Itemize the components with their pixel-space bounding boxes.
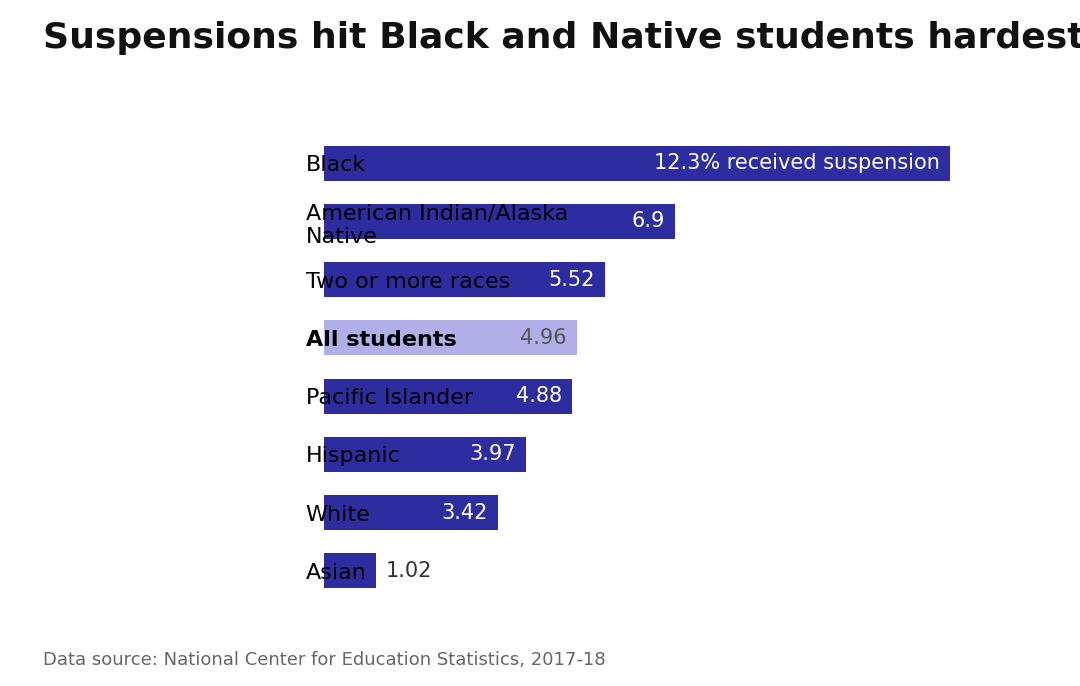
Bar — [324, 204, 675, 239]
Bar — [324, 554, 376, 589]
Text: 5.52: 5.52 — [549, 270, 595, 289]
Bar — [324, 320, 577, 355]
Text: 12.3% received suspension: 12.3% received suspension — [654, 153, 940, 173]
Bar — [324, 379, 572, 414]
Text: 4.96: 4.96 — [519, 328, 566, 348]
Text: 6.9: 6.9 — [632, 211, 665, 231]
Bar — [324, 262, 605, 297]
Bar — [324, 437, 526, 472]
Text: 4.88: 4.88 — [516, 386, 563, 406]
Text: 3.42: 3.42 — [442, 503, 488, 523]
Bar — [324, 145, 950, 180]
Text: 1.02: 1.02 — [387, 561, 432, 581]
Bar — [324, 495, 498, 530]
Text: 3.97: 3.97 — [470, 445, 516, 464]
Text: Suspensions hit Black and Native students hardest: Suspensions hit Black and Native student… — [43, 21, 1080, 55]
Text: Data source: National Center for Education Statistics, 2017-18: Data source: National Center for Educati… — [43, 651, 606, 669]
